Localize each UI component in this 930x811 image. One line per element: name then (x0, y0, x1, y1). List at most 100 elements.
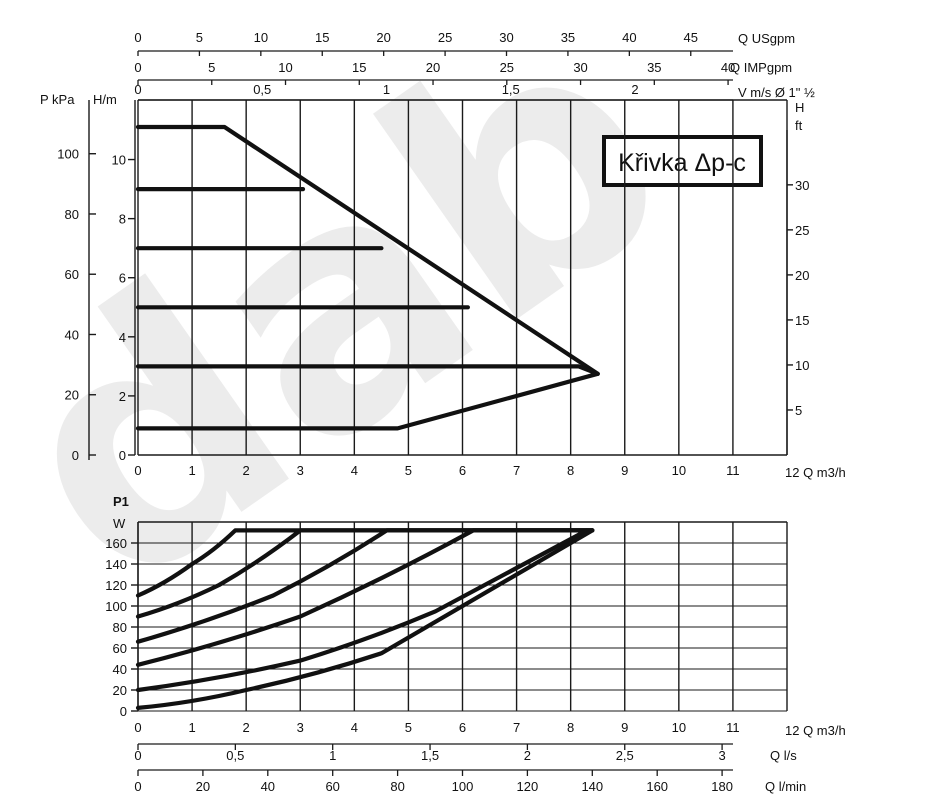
bottom-y-tick-label: 100 (105, 599, 127, 614)
bottom-secondary-axis-tick-label: 0 (134, 779, 141, 794)
top-secondary-axis-tick-label: 35 (647, 60, 661, 75)
bottom-y-tick-label: 60 (113, 641, 127, 656)
bottom-axis-ls-name: Q l/s (770, 748, 797, 763)
top-x-tick-label: 7 (513, 463, 520, 478)
pressure-axis-label: P kPa (40, 92, 75, 107)
pressure-axis-tick-label: 60 (65, 267, 79, 282)
head-ft-axis-tick-label: 10 (795, 358, 809, 373)
bottom-chart-y-label: P1 (113, 494, 129, 509)
right-axis-label-unit: ft (795, 118, 803, 133)
bottom-curve-5 (135, 528, 595, 710)
head-ft-axis-tick-label: 15 (795, 313, 809, 328)
bottom-x-tick-label: 1 (188, 720, 195, 735)
top-secondary-axis-tick-label: 30 (499, 30, 513, 45)
bottom-x-tick-label: 11 (726, 720, 740, 735)
top-secondary-axis-tick-label: 25 (438, 30, 452, 45)
top-secondary-axis-tick-label: 0 (134, 82, 141, 97)
head-ft-axis-tick-label: 30 (795, 178, 809, 193)
head-axis-tick-label: 8 (119, 212, 126, 227)
top-secondary-axis-tick-label: 45 (684, 30, 698, 45)
bottom-chart-series (135, 528, 595, 710)
pressure-axis-tick-label: 80 (65, 207, 79, 222)
top-secondary-axis-tick-label: 20 (376, 30, 390, 45)
curve-badge: Křivka Δp-c (602, 135, 763, 187)
bottom-x-tick-label: 8 (567, 720, 574, 735)
bottom-secondary-axis-tick-label: 80 (390, 779, 404, 794)
bottom-y-tick-label: 80 (113, 620, 127, 635)
bottom-y-tick-label: 0 (120, 704, 127, 719)
top-chart-ticks: 0 1 2 3 4 5 6 7 8 9 10 1102468100204060801005101520… (57, 30, 809, 478)
top-secondary-axis-tick-label: 15 (315, 30, 329, 45)
bottom-y-tick-label: 120 (105, 578, 127, 593)
bottom-x-tick-label: 9 (621, 720, 628, 735)
top-secondary-axis-tick-label: 25 (500, 60, 514, 75)
top-secondary-axis-tick-label: 2 (631, 82, 638, 97)
top-chart-grid (137, 99, 788, 456)
top-secondary-axis-tick-label: 35 (561, 30, 575, 45)
head-axis-tick-label: 6 (119, 271, 126, 286)
bottom-y-tick-label: 20 (113, 683, 127, 698)
bottom-secondary-axis-tick-label: 140 (581, 779, 603, 794)
bottom-x-tick-label: 6 (459, 720, 466, 735)
top-secondary-axis-tick-label: 1,5 (502, 82, 520, 97)
top-secondary-axis-tick-label: 10 (254, 30, 268, 45)
top-secondary-axis-tick-label: 40 (721, 60, 735, 75)
pressure-axis-tick-label: 0 (72, 448, 79, 463)
top-secondary-axis-tick-label: 0 (134, 30, 141, 45)
top-x-tick-label: 5 (405, 463, 412, 478)
top-axis-usgpm-name: Q USgpm (738, 31, 795, 46)
bottom-x-tick-label: 3 (297, 720, 304, 735)
head-axis-tick-label: 4 (119, 330, 126, 345)
bottom-curve-4 (135, 528, 589, 693)
top-x-tick-label: 10 (672, 463, 686, 478)
bottom-axis-lmin-name: Q l/min (765, 779, 806, 794)
top-chart-series (135, 124, 600, 431)
top-secondary-axis-tick-label: 0 (134, 60, 141, 75)
head-ft-axis-tick-label: 5 (795, 403, 802, 418)
top-secondary-axis-tick-label: 20 (426, 60, 440, 75)
badge-text: Křivka Δp-c (618, 149, 746, 177)
bottom-secondary-axis-tick-label: 180 (711, 779, 733, 794)
top-secondary-axis-tick-label: 5 (208, 60, 215, 75)
top-axis-impgpm-name: Q IMPgpm (730, 60, 792, 75)
bottom-secondary-axis-tick-label: 2 (524, 748, 531, 763)
top-axis-velocity-name: V m/s Ø 1" ½ (738, 85, 815, 100)
top-secondary-axis-tick-label: 0,5 (253, 82, 271, 97)
top-curve-4 (135, 364, 600, 376)
bottom-secondary-axis-tick-label: 1 (329, 748, 336, 763)
pressure-axis-tick-label: 100 (57, 147, 79, 162)
top-curve-5 (135, 371, 600, 431)
top-x-tick-label: 11 (726, 463, 740, 478)
pressure-axis-tick-label: 40 (65, 327, 79, 342)
bottom-x-tick-label: 7 (513, 720, 520, 735)
top-chart-x-unit: 12 Q m3/h (785, 465, 846, 480)
top-x-tick-label: 4 (351, 463, 358, 478)
bottom-secondary-axis-tick-label: 100 (452, 779, 474, 794)
top-x-tick-label: 2 (243, 463, 250, 478)
head-axis-tick-label: 10 (112, 153, 126, 168)
top-secondary-axis-tick-label: 10 (278, 60, 292, 75)
head-axis-tick-label: 0 (119, 448, 126, 463)
bottom-y-tick-label: 40 (113, 662, 127, 677)
top-x-tick-label: 8 (567, 463, 574, 478)
bottom-secondary-axis-tick-label: 20 (196, 779, 210, 794)
head-ft-axis-tick-label: 25 (795, 223, 809, 238)
bottom-x-tick-label: 5 (405, 720, 412, 735)
top-secondary-axis-tick-label: 5 (196, 30, 203, 45)
bottom-secondary-axis-tick-label: 40 (261, 779, 275, 794)
right-axis-label-top: H (795, 100, 804, 115)
head-ft-axis-tick-label: 20 (795, 268, 809, 283)
top-secondary-axis-tick-label: 40 (622, 30, 636, 45)
bottom-x-tick-label: 4 (351, 720, 358, 735)
bottom-y-tick-label: 160 (105, 536, 127, 551)
bottom-secondary-axis-tick-label: 60 (325, 779, 339, 794)
bottom-secondary-axis-tick-label: 2,5 (616, 748, 634, 763)
top-x-tick-label: 6 (459, 463, 466, 478)
top-x-tick-label: 1 (188, 463, 195, 478)
bottom-secondary-axis-tick-label: 120 (517, 779, 539, 794)
bottom-x-tick-label: 2 (243, 720, 250, 735)
top-secondary-axis-tick-label: 30 (573, 60, 587, 75)
bottom-secondary-axis-tick-label: 0 (134, 748, 141, 763)
bottom-curve-3 (135, 528, 595, 667)
